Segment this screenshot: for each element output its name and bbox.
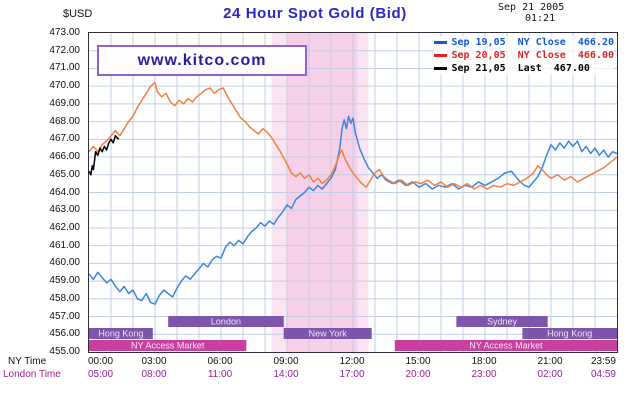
x-axis-label: 21:00 xyxy=(537,356,563,367)
x-axis-label: 23:00 xyxy=(471,369,497,380)
x-axis-london-times: 05:00 08:00 11:00 14:00 17:00 20:00 23:00 02:00… xyxy=(88,369,616,380)
y-axis-label: 456.00 xyxy=(49,328,80,340)
legend-line-marker xyxy=(434,67,448,70)
x-axis-label: 17:00 xyxy=(339,369,365,380)
x-axis-label: 12:00 xyxy=(339,356,365,367)
x-axis-label: 18:00 xyxy=(471,356,497,367)
y-axis-label: 470.00 xyxy=(49,80,80,92)
plot-area: London Sydney Hong Kong New York Hong Kong NY… xyxy=(88,32,618,353)
market-session-bar xyxy=(168,316,284,327)
timestamp-date: Sep 21 2005 xyxy=(498,2,565,13)
plot-svg: London Sydney Hong Kong New York Hong Kong NY… xyxy=(89,33,617,352)
y-axis-label: 455.00 xyxy=(49,346,80,357)
x-axis-label: 20:00 xyxy=(405,369,431,380)
y-axis-label: 466.00 xyxy=(49,151,80,163)
x-axis-label: 03:00 xyxy=(141,356,167,367)
market-session-label: Hong Kong xyxy=(547,329,592,339)
legend-label: Sep 21,05 Last 467.00 xyxy=(451,63,590,74)
market-session-label: Hong Kong xyxy=(98,329,143,339)
x-axis-label: 08:00 xyxy=(141,369,167,380)
x-axis-label: 00:00 xyxy=(88,356,114,367)
x-axis-label: 14:00 xyxy=(273,369,299,380)
london-time-row-label: London Time xyxy=(3,369,61,380)
market-session-bar xyxy=(89,340,247,351)
legend-item: Sep 19,05 NY Close 466.20 xyxy=(434,36,614,49)
market-session-bar xyxy=(456,316,548,327)
x-axis-label: 15:00 xyxy=(405,356,431,367)
y-axis-label: 465.00 xyxy=(49,168,80,180)
y-axis-label: 458.00 xyxy=(49,292,80,304)
market-session-label: NY Access Market xyxy=(469,341,543,351)
y-axis-label: 459.00 xyxy=(49,275,80,287)
y-axis-label: 469.00 xyxy=(49,97,80,109)
kitco-watermark: www.kitco.com xyxy=(97,45,307,76)
y-axis-label: 467.00 xyxy=(49,133,80,145)
y-axis-label: 473.00 xyxy=(49,27,80,38)
chart-title: 24 Hour Spot Gold (Bid) xyxy=(223,5,407,22)
y-axis-label: 457.00 xyxy=(49,310,80,322)
legend-label: Sep 20,05 NY Close 466.00 xyxy=(451,50,614,61)
price-series-line xyxy=(89,81,617,190)
market-session-label: NY Access Market xyxy=(131,341,205,351)
x-axis-label: 09:00 xyxy=(273,356,299,367)
market-session-label: New York xyxy=(309,329,348,339)
market-session-bar xyxy=(89,328,153,339)
x-axis-label: 11:00 xyxy=(207,369,233,380)
market-session-label: Sydney xyxy=(487,317,518,327)
y-axis-label: 460.00 xyxy=(49,257,80,269)
legend-label: Sep 19,05 NY Close 466.20 xyxy=(451,37,614,48)
legend-item: Sep 21,05 Last 467.00 xyxy=(434,62,614,75)
x-axis-label: 04:59 xyxy=(590,369,616,380)
price-series-line xyxy=(89,115,617,305)
legend-line-marker xyxy=(434,54,448,57)
legend-item: Sep 20,05 NY Close 466.00 xyxy=(434,49,614,62)
y-axis-label: 463.00 xyxy=(49,204,80,216)
currency-unit-label: $USD xyxy=(63,8,93,20)
timestamp-time: 01:21 xyxy=(525,13,556,24)
x-axis-label: 06:00 xyxy=(207,356,233,367)
legend-line-marker xyxy=(434,41,448,44)
x-axis-label: 05:00 xyxy=(88,369,114,380)
market-session-bar xyxy=(522,328,617,339)
x-axis-ny-times: 00:00 03:00 06:00 09:00 12:00 15:00 18:00 21:00… xyxy=(88,356,616,367)
y-axis-label: 471.00 xyxy=(49,62,80,74)
ny-time-row-label: NY Time xyxy=(8,356,47,367)
market-session-bar xyxy=(394,340,617,351)
market-session-bar xyxy=(283,328,372,339)
y-axis-label: 462.00 xyxy=(49,221,80,233)
x-axis-label: 23:59 xyxy=(590,356,616,367)
price-series-line xyxy=(89,135,120,176)
market-session-label: London xyxy=(211,317,241,327)
y-axis-label: 472.00 xyxy=(49,44,80,56)
chart-timestamp: Sep 21 2005 01:21 xyxy=(498,2,564,24)
y-axis-label: 464.00 xyxy=(49,186,80,198)
y-axis-label: 461.00 xyxy=(49,239,80,251)
chart-legend: Sep 19,05 NY Close 466.20 Sep 20,05 NY Cl… xyxy=(434,36,614,75)
y-axis: 473.00 472.00 471.00 470.00 469.00 468.00 467.… xyxy=(0,27,84,357)
x-axis-label: 02:00 xyxy=(537,369,563,380)
y-axis-label: 468.00 xyxy=(49,115,80,127)
